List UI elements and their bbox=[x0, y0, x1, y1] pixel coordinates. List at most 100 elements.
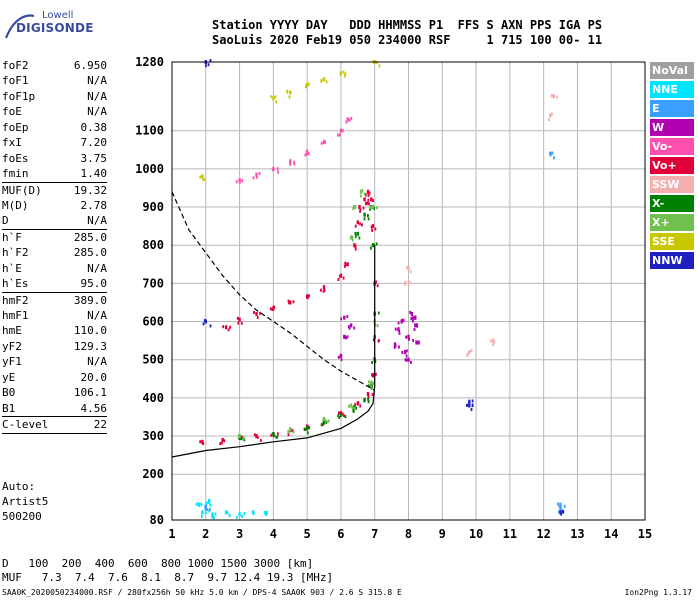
echo-point-x- bbox=[351, 405, 354, 409]
param-row: foF1p N/A bbox=[2, 89, 107, 104]
echo-point-x- bbox=[306, 431, 309, 435]
echo-point-vo- bbox=[287, 299, 290, 303]
echo-point-w bbox=[405, 358, 408, 362]
param-label: B0 bbox=[2, 386, 16, 400]
echo-point-vo- bbox=[277, 432, 279, 436]
echo-point-ssw bbox=[549, 114, 552, 118]
param-value: 7.20 bbox=[80, 136, 108, 150]
y-tick-label: 300 bbox=[142, 429, 164, 443]
echo-point-nne bbox=[211, 512, 214, 517]
param-row: yF2 129.3 bbox=[2, 339, 107, 354]
chart-curves bbox=[171, 191, 376, 458]
echo-point-e bbox=[557, 502, 559, 506]
echo-point-vo- bbox=[229, 325, 231, 329]
legend-item-nnw: NNW bbox=[650, 252, 694, 269]
echo-point-vo- bbox=[341, 129, 344, 133]
param-value: 3.75 bbox=[80, 151, 108, 165]
echo-point-nnw bbox=[202, 322, 205, 326]
echo-point-x- bbox=[370, 380, 373, 385]
echo-point-w bbox=[394, 344, 397, 348]
param-label: foF1 bbox=[2, 74, 29, 88]
echo-point-sse bbox=[325, 80, 328, 84]
echo-point-vo- bbox=[239, 180, 241, 184]
param-value: 20.0 bbox=[80, 370, 108, 384]
param-label: h`Es bbox=[2, 277, 29, 291]
echo-point-vo- bbox=[346, 262, 349, 267]
echo-point-nnw bbox=[203, 318, 206, 322]
echo-point-w bbox=[394, 327, 397, 331]
parameter-panel: foF2 6.950 foF1 N/A foF1p N/A foE N/A foEp 0.38 fx… bbox=[2, 58, 107, 434]
echo-point-nne bbox=[228, 513, 231, 517]
echo-point-x- bbox=[337, 414, 339, 418]
param-value: 129.3 bbox=[73, 339, 107, 353]
param-row: C-level 22 bbox=[2, 417, 107, 432]
echo-point-nne bbox=[235, 516, 238, 519]
param-value: N/A bbox=[87, 355, 107, 369]
param-row: fxI 7.20 bbox=[2, 135, 107, 150]
echo-point-x- bbox=[327, 419, 330, 423]
echo-point-w bbox=[347, 325, 350, 329]
echo-point-vo- bbox=[341, 412, 344, 416]
echo-point-x- bbox=[352, 409, 355, 413]
echo-point-vo- bbox=[370, 225, 373, 229]
echo-point-x- bbox=[292, 430, 295, 434]
echo-point-nnw bbox=[468, 403, 471, 408]
echo-point-vo- bbox=[256, 315, 259, 319]
echo-point-nne bbox=[207, 501, 210, 504]
echo-point-x- bbox=[288, 429, 291, 433]
echo-point-x- bbox=[303, 427, 306, 431]
echo-point-ssw bbox=[552, 94, 554, 98]
echo-point-x- bbox=[322, 419, 325, 423]
param-label: hmF1 bbox=[2, 309, 29, 322]
echo-point-vo- bbox=[238, 317, 241, 322]
echo-point-vo- bbox=[253, 433, 256, 437]
echo-point-vo- bbox=[367, 396, 370, 400]
param-row: foE N/A bbox=[2, 104, 107, 119]
echo-point-vo- bbox=[371, 393, 374, 396]
param-row: h`E N/A bbox=[2, 261, 107, 276]
echo-point-vo- bbox=[307, 296, 309, 300]
echo-point-x- bbox=[305, 426, 309, 431]
echo-point-x- bbox=[355, 406, 357, 410]
echo-point-vo- bbox=[371, 228, 373, 232]
param-value: 106.1 bbox=[73, 386, 107, 400]
chart-grid bbox=[171, 61, 646, 521]
echo-point-vo- bbox=[292, 300, 295, 304]
echo-point-vo- bbox=[367, 194, 370, 197]
echo-point-x- bbox=[287, 430, 290, 434]
params-group-virtual-heights: h`F 285.0 h`F2 285.0 h`E N/A h`Es 95.0 bbox=[2, 230, 107, 292]
echo-point-x- bbox=[276, 435, 279, 439]
echo-point-x- bbox=[339, 413, 343, 417]
echo-point-nnw bbox=[559, 510, 562, 515]
echo-point-vo- bbox=[320, 141, 323, 145]
param-label: foF2 bbox=[2, 59, 29, 72]
echo-point-w bbox=[349, 323, 353, 328]
echo-point-vo- bbox=[308, 294, 310, 298]
echo-point-nnw bbox=[209, 324, 212, 328]
echo-point-vo- bbox=[289, 163, 292, 166]
echo-point-x- bbox=[367, 214, 369, 218]
params-group-clevel: C-level 22 bbox=[2, 417, 107, 432]
echo-point-vo- bbox=[345, 120, 348, 124]
echo-point-x- bbox=[371, 205, 373, 209]
echo-point-sse bbox=[275, 100, 278, 104]
param-row: foF2 6.950 bbox=[2, 58, 107, 73]
echo-point-vo- bbox=[307, 152, 310, 156]
echo-point-x- bbox=[369, 206, 372, 210]
echo-point-vo- bbox=[235, 180, 238, 184]
echo-point-vo- bbox=[367, 198, 370, 202]
echo-point-x- bbox=[308, 426, 311, 430]
echo-point-e bbox=[558, 504, 561, 508]
param-value: 110.0 bbox=[73, 324, 107, 338]
echo-point-nnw bbox=[204, 319, 207, 324]
echo-point-vo- bbox=[240, 321, 243, 325]
echo-point-nne bbox=[200, 502, 203, 506]
echo-point-nnw bbox=[470, 408, 473, 411]
params-group-muf: MUF(D) 19.32 M(D) 2.78 D N/A bbox=[2, 183, 107, 229]
echo-point-x- bbox=[354, 205, 357, 209]
echo-point-w bbox=[401, 318, 404, 322]
echo-point-e bbox=[549, 153, 552, 157]
echo-point-nne bbox=[200, 514, 203, 518]
echo-point-vo- bbox=[370, 197, 373, 202]
divider bbox=[2, 432, 107, 434]
